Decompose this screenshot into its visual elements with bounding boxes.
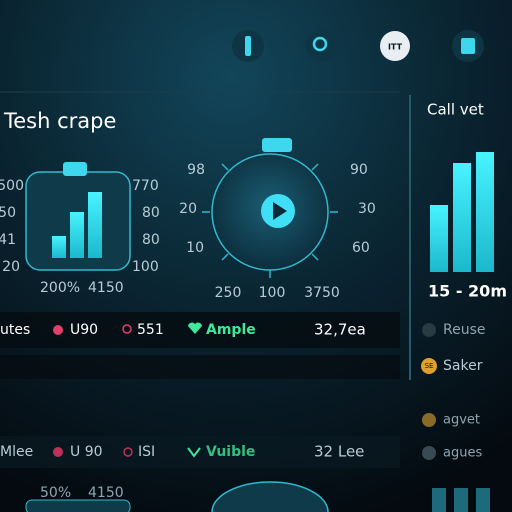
duration: 15 - 20m bbox=[428, 282, 507, 301]
item-icon bbox=[422, 323, 436, 337]
dial-label: 90 bbox=[350, 162, 368, 178]
dial-top bbox=[262, 138, 292, 152]
search-button[interactable] bbox=[306, 30, 338, 62]
item-icon bbox=[421, 358, 437, 374]
chip-icon bbox=[53, 447, 63, 457]
item-icon-label: SE bbox=[425, 362, 434, 370]
gauge-label: 770 bbox=[132, 178, 159, 194]
icon bbox=[245, 36, 251, 56]
row[interactable] bbox=[0, 312, 400, 348]
gauge-label: 50 bbox=[0, 205, 16, 221]
dial-label: 60 bbox=[352, 240, 370, 256]
dial-label: 100 bbox=[259, 285, 286, 301]
gauge-label: 20 bbox=[2, 259, 20, 275]
panel-title: Tesh crape bbox=[3, 109, 116, 133]
icon-label: ITT bbox=[388, 43, 403, 52]
chip: ISI bbox=[138, 444, 155, 460]
bar bbox=[476, 488, 490, 512]
row[interactable] bbox=[0, 436, 400, 468]
play-icon bbox=[273, 202, 287, 220]
dial-label: 10 bbox=[186, 240, 204, 256]
list-item[interactable]: agvet bbox=[443, 413, 480, 428]
gauge-label: 100 bbox=[132, 259, 159, 275]
chip: U90 bbox=[70, 322, 98, 338]
dial bbox=[211, 481, 329, 512]
footer-label: 4150 bbox=[88, 485, 124, 501]
bar bbox=[454, 488, 468, 512]
bar bbox=[88, 192, 102, 258]
status: Vuible bbox=[206, 444, 255, 460]
dial-label: 98 bbox=[187, 162, 205, 178]
chip: 551 bbox=[137, 322, 164, 338]
list-item[interactable]: Reuse bbox=[443, 322, 486, 338]
bar bbox=[432, 488, 446, 512]
row-value: 32,7ea bbox=[314, 321, 366, 339]
chip-icon bbox=[53, 325, 63, 335]
gauge-box bbox=[25, 499, 131, 512]
row-bg bbox=[0, 355, 400, 379]
chip-icon bbox=[122, 324, 132, 334]
status-icon bbox=[187, 447, 201, 458]
list-item[interactable]: Saker bbox=[443, 358, 483, 374]
dial-label: 30 bbox=[358, 201, 376, 217]
gauge-label: 500 bbox=[0, 178, 24, 194]
bar bbox=[453, 163, 471, 272]
footer-label: 50% bbox=[40, 485, 71, 501]
dial-ticks bbox=[202, 163, 338, 278]
dial-label: 250 bbox=[215, 285, 242, 301]
gauge-top bbox=[63, 162, 87, 176]
top-bar: ITT bbox=[232, 30, 484, 62]
item-icon bbox=[422, 446, 436, 460]
heart-icon bbox=[188, 322, 202, 334]
row-label: utes bbox=[0, 322, 30, 338]
row-value: 32 Lee bbox=[314, 443, 364, 461]
gauge-label: 4150 bbox=[88, 280, 124, 296]
bar bbox=[70, 212, 84, 258]
item-icon bbox=[422, 413, 436, 427]
chip-icon bbox=[123, 447, 133, 457]
status: Ample bbox=[206, 322, 256, 338]
gauge-label: 80 bbox=[142, 205, 160, 221]
bar bbox=[52, 236, 66, 258]
icon bbox=[312, 36, 328, 52]
gauge-label: 41 bbox=[0, 232, 16, 248]
bar bbox=[430, 205, 448, 272]
dial-label: 3750 bbox=[304, 285, 340, 301]
icon bbox=[461, 38, 475, 54]
dial-label: 20 bbox=[179, 201, 197, 217]
list-item[interactable]: agues bbox=[443, 446, 482, 461]
gauge-label: 80 bbox=[142, 232, 160, 248]
bar bbox=[476, 152, 494, 272]
row-label: Mlee bbox=[0, 444, 33, 460]
chip: U 90 bbox=[70, 444, 103, 460]
panel-title: Call vet bbox=[427, 101, 484, 119]
icon-button[interactable] bbox=[380, 31, 410, 61]
gauge-label: 200% bbox=[40, 280, 80, 296]
